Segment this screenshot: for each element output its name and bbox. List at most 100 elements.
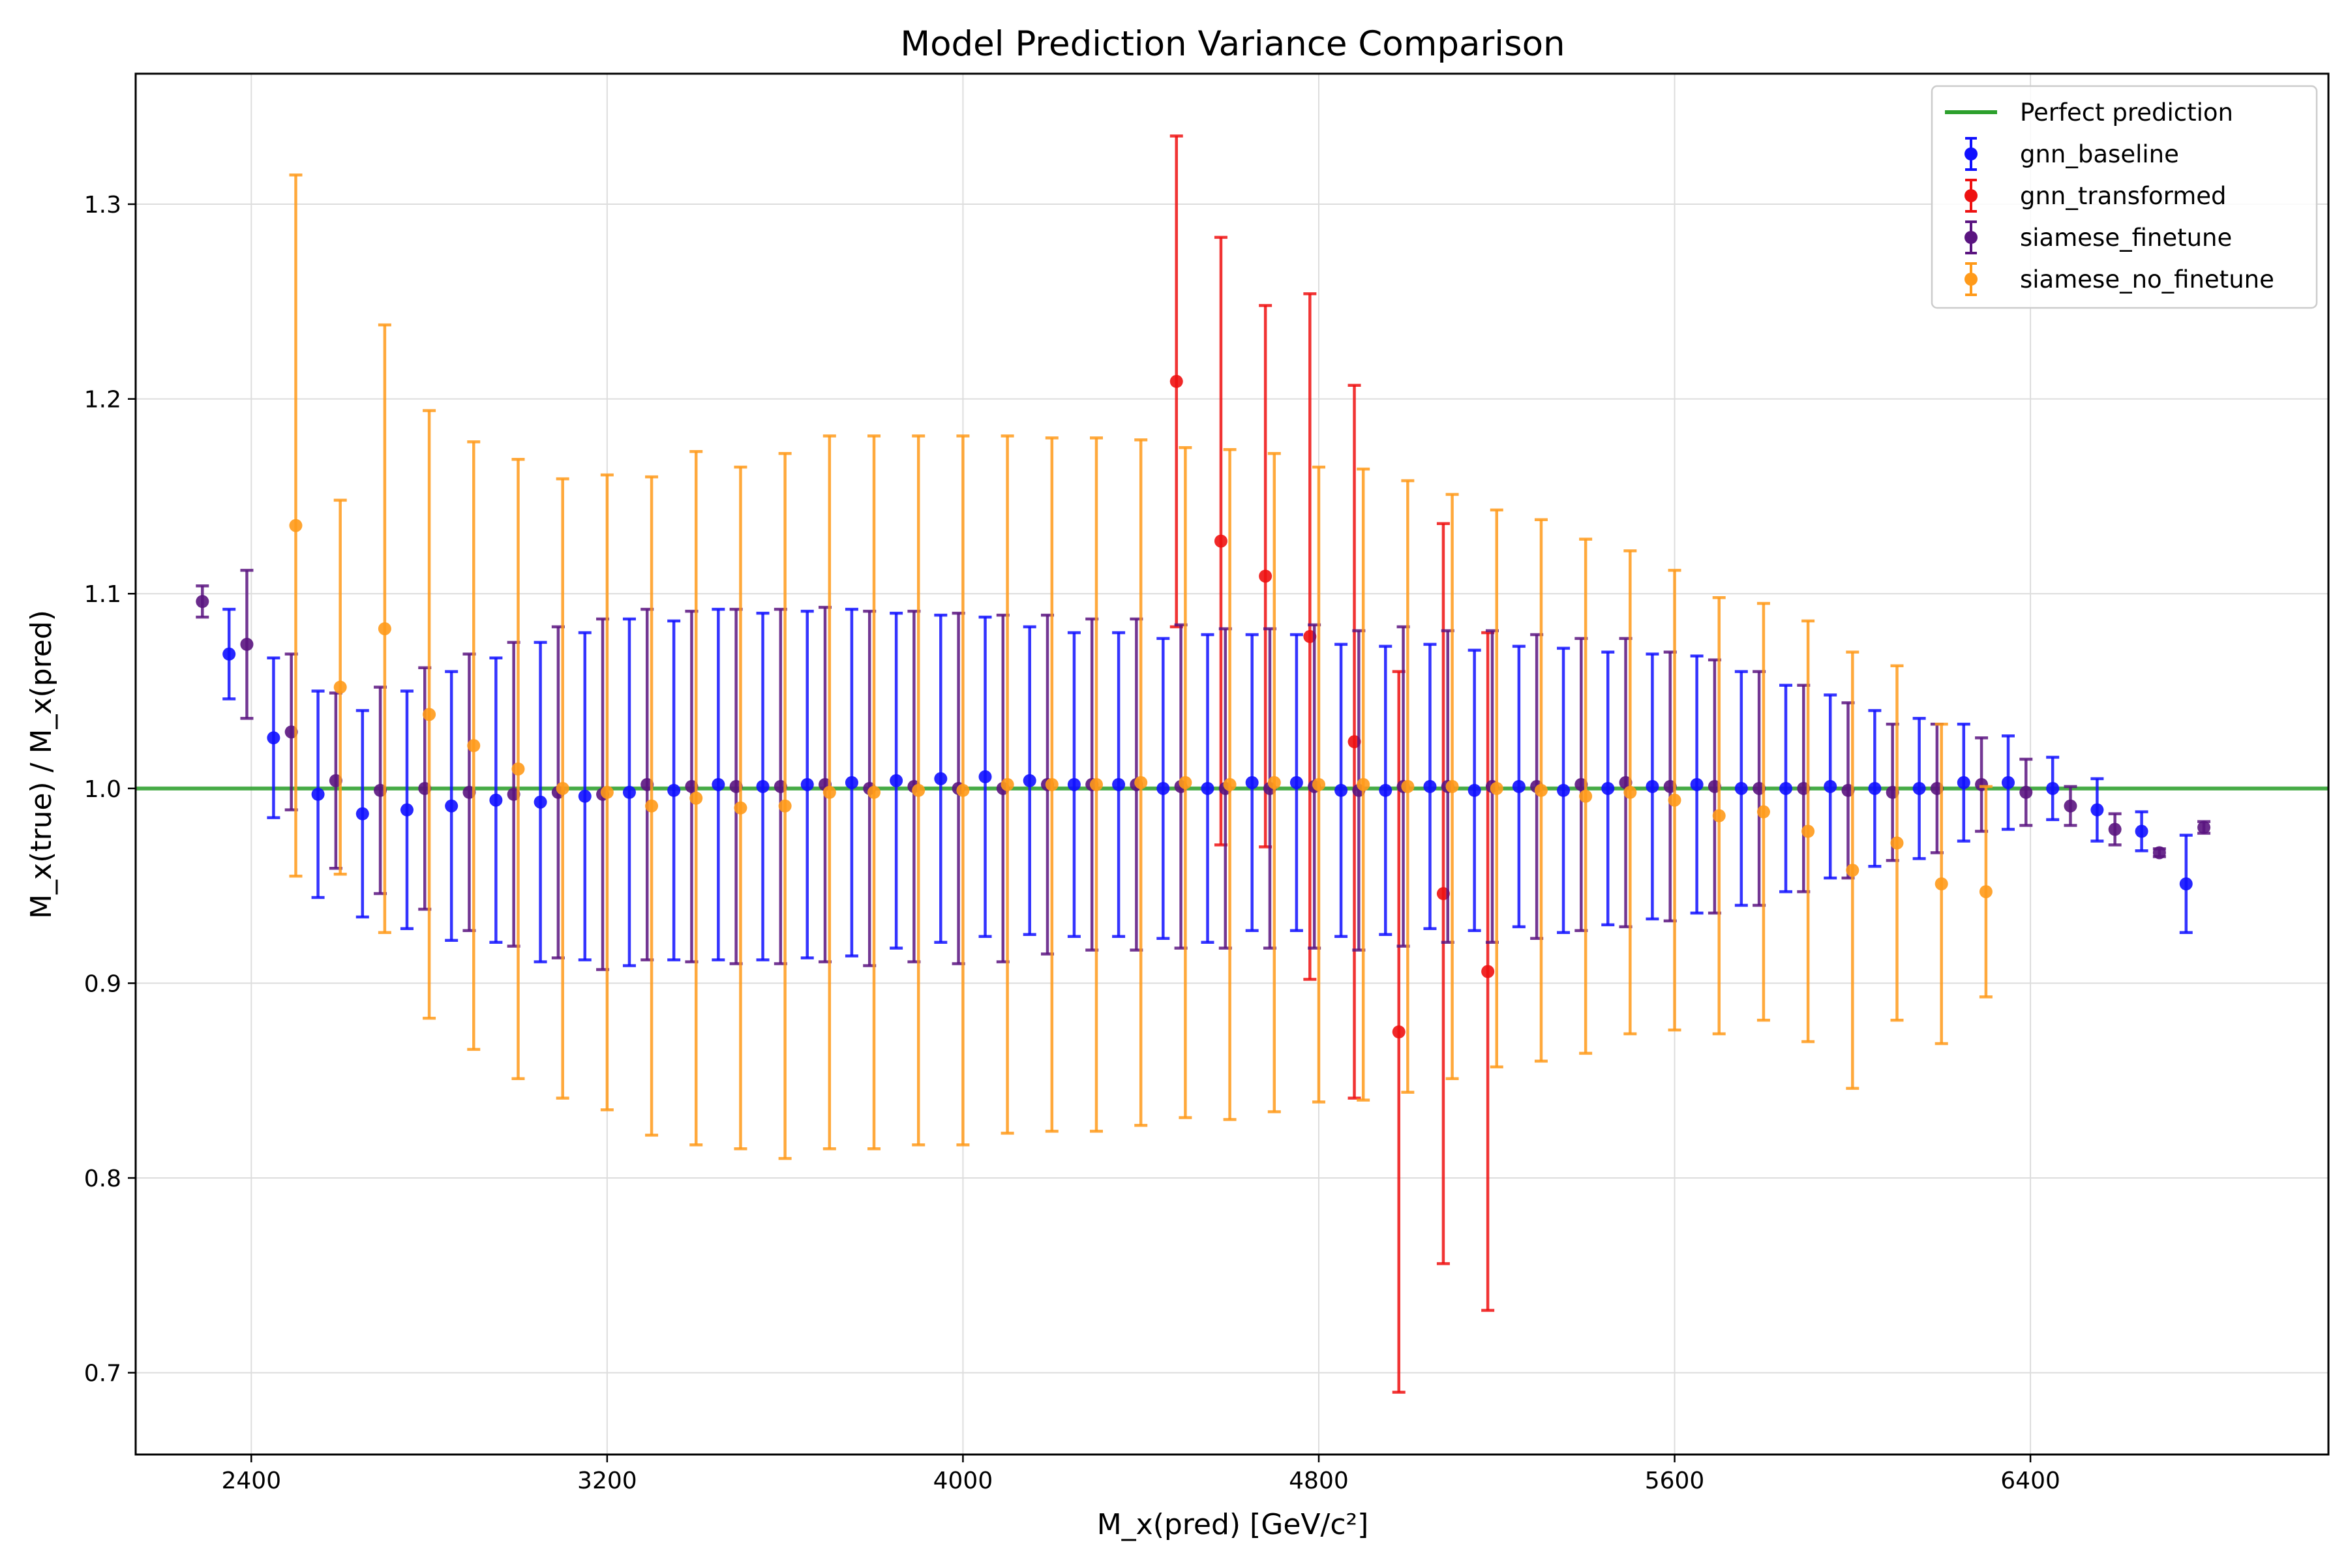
y-tick-label: 1.1 xyxy=(84,581,121,608)
data-point xyxy=(1557,783,1571,797)
data-point xyxy=(645,799,659,813)
series-siamese_no_finetune xyxy=(289,173,1993,1160)
y-tick-label: 0.9 xyxy=(84,971,121,997)
data-point xyxy=(1392,1025,1406,1039)
data-point xyxy=(1490,781,1503,795)
x-tick-label: 6400 xyxy=(2000,1468,2060,1494)
data-point xyxy=(2108,822,2122,836)
data-point xyxy=(800,777,814,791)
data-point xyxy=(2152,846,2166,860)
data-point xyxy=(622,785,636,799)
data-point xyxy=(1779,781,1793,795)
x-tick-label: 5600 xyxy=(1645,1468,1705,1494)
data-point xyxy=(1445,779,1459,793)
y-tick-label: 1.3 xyxy=(84,192,121,219)
data-point xyxy=(734,801,747,815)
data-point xyxy=(1801,824,1815,838)
data-point xyxy=(423,708,436,721)
data-point xyxy=(1179,776,1192,789)
data-point xyxy=(556,781,569,795)
data-point xyxy=(489,793,503,807)
data-point xyxy=(1401,779,1415,793)
legend-swatch-point xyxy=(1964,147,1978,160)
y-tick-label: 1.2 xyxy=(84,387,121,414)
data-point xyxy=(1846,864,1859,877)
data-point xyxy=(1169,374,1183,388)
data-point xyxy=(1756,805,1770,819)
data-point xyxy=(1668,793,1681,807)
data-point xyxy=(1357,777,1370,791)
data-point xyxy=(2135,824,2148,838)
data-point xyxy=(934,772,948,785)
data-point xyxy=(578,789,592,803)
legend[interactable]: Perfect prediction gnn_baseline gnn_transf… xyxy=(1931,85,2318,309)
data-point xyxy=(890,774,903,787)
data-point xyxy=(956,783,970,797)
data-point xyxy=(1979,885,1993,899)
data-point xyxy=(1868,781,1882,795)
data-point xyxy=(240,637,254,651)
data-point xyxy=(600,785,614,799)
data-point xyxy=(1001,777,1014,791)
data-point xyxy=(712,777,725,791)
data-point xyxy=(1156,781,1170,795)
x-tick-label: 4000 xyxy=(933,1468,993,1494)
data-point xyxy=(1601,781,1615,795)
data-point xyxy=(1890,836,1904,850)
data-point xyxy=(1957,776,1970,789)
data-point xyxy=(912,783,926,797)
data-point xyxy=(1067,777,1081,791)
data-point xyxy=(756,779,770,793)
data-point xyxy=(1090,777,1104,791)
data-point xyxy=(2064,799,2077,813)
data-point xyxy=(267,731,280,745)
data-point xyxy=(1334,783,1348,797)
y-tick-label: 0.8 xyxy=(84,1166,121,1192)
series-gnn_baseline xyxy=(222,607,2193,967)
legend-label: siamese_finetune xyxy=(2020,224,2232,252)
data-point xyxy=(2179,877,2193,891)
data-point xyxy=(1712,809,1726,822)
data-point xyxy=(845,776,858,789)
chart-title: Model Prediction Variance Comparison xyxy=(900,24,1565,64)
data-point xyxy=(222,647,236,661)
data-point xyxy=(1623,785,1637,799)
legend-swatch-point xyxy=(1964,189,1978,202)
data-point xyxy=(2090,803,2104,817)
legend-label: gnn_baseline xyxy=(2020,140,2179,168)
data-point xyxy=(1734,781,1748,795)
data-point xyxy=(1201,781,1214,795)
data-point xyxy=(1223,777,1237,791)
legend-label: gnn_transformed xyxy=(2020,182,2227,210)
data-point xyxy=(333,680,347,694)
y-tick-label: 1.0 xyxy=(84,776,121,803)
legend-box xyxy=(1931,85,2318,309)
data-point xyxy=(1423,779,1437,793)
legend-label: siamese_no_finetune xyxy=(2020,265,2274,294)
data-point xyxy=(467,739,481,753)
data-point xyxy=(1259,569,1272,583)
data-point xyxy=(978,770,992,783)
data-point xyxy=(511,762,525,776)
data-point xyxy=(1312,777,1325,791)
data-point xyxy=(1481,965,1495,978)
data-point xyxy=(1912,781,1926,795)
data-point xyxy=(2197,821,2211,834)
data-point xyxy=(1934,877,1948,891)
data-point xyxy=(778,799,792,813)
data-point xyxy=(1534,783,1548,797)
data-point xyxy=(2019,785,2033,799)
legend-swatch-point xyxy=(1964,231,1978,244)
data-point xyxy=(196,595,209,609)
data-point xyxy=(445,799,459,813)
data-point xyxy=(1045,777,1059,791)
data-point xyxy=(1512,779,1526,793)
data-point xyxy=(1023,774,1036,787)
data-point xyxy=(667,783,681,797)
data-point xyxy=(311,787,325,801)
legend-label: Perfect prediction xyxy=(2020,98,2233,127)
y-axis-label: M_x(true) / M_x(pred) xyxy=(25,610,58,919)
data-point xyxy=(1289,776,1303,789)
